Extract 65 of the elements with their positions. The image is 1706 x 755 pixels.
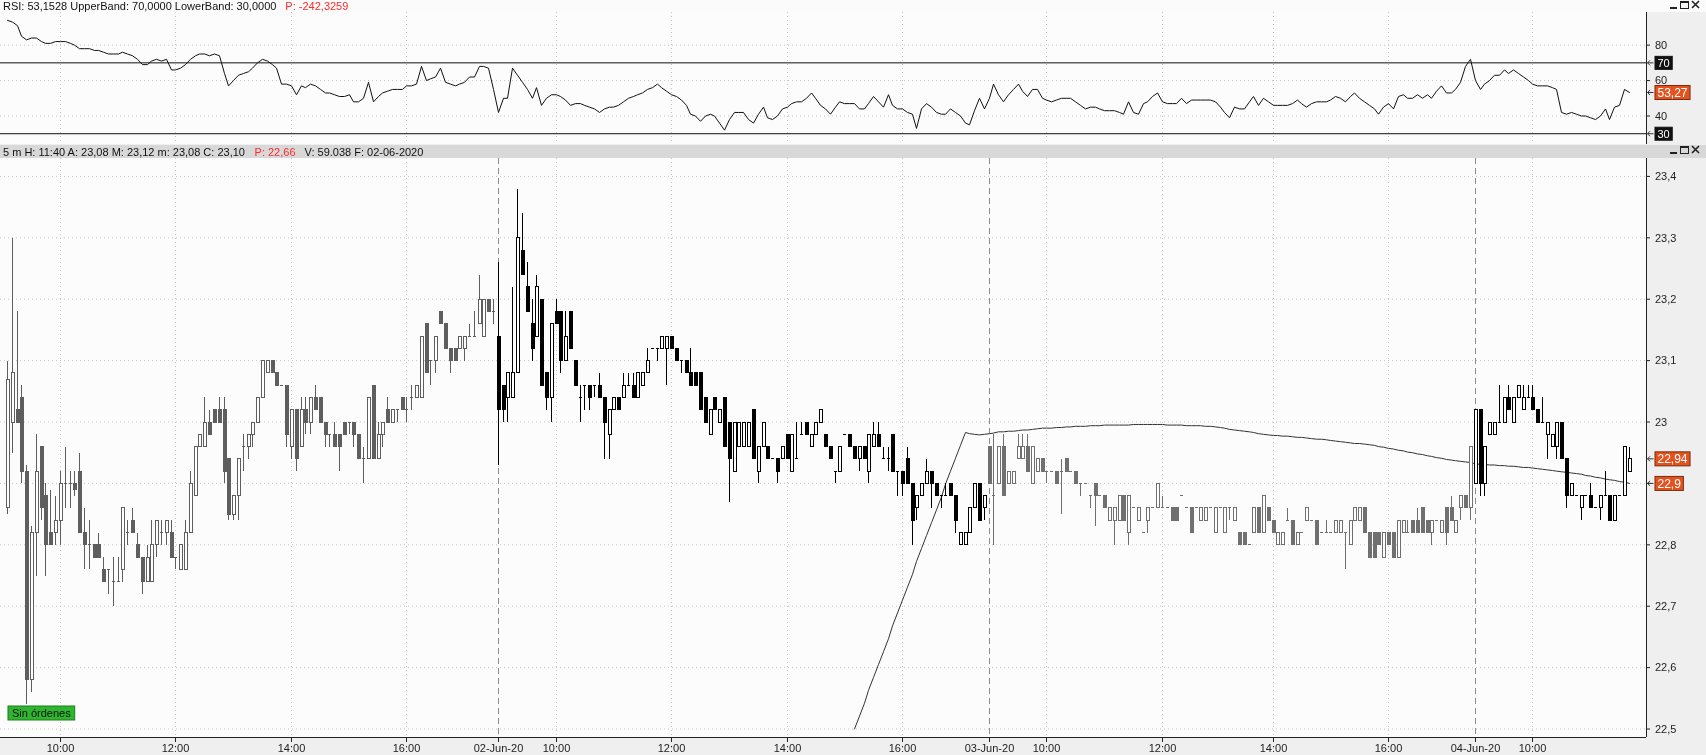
x-tick-label: 04-Jun-20: [1450, 742, 1501, 754]
annotation: Sin órdenes: [12, 706, 72, 719]
candlestick: [120, 507, 125, 583]
candlestick: [1016, 433, 1021, 460]
y-tick-label: 23,2: [1655, 293, 1677, 306]
x-tick-label: 16:00: [392, 742, 421, 754]
candlestick: [96, 532, 101, 558]
candlestick: [991, 433, 996, 546]
x-tick-label: 10:00: [46, 742, 75, 754]
y-tick-label: 22,5: [1655, 722, 1677, 735]
x-tick-label: 12:00: [161, 742, 190, 754]
x-tick-label: 16:00: [1374, 742, 1403, 754]
y-tick-label: 80: [1655, 38, 1668, 51]
candlestick: [68, 470, 73, 509]
x-tick-label: 12:00: [1148, 742, 1177, 754]
chart-subtitle: P: 22,66: [254, 145, 296, 158]
candlestick: [1189, 507, 1194, 534]
text: V: 59.038 F: 02-06-2020: [304, 145, 424, 158]
candlestick: [1145, 507, 1150, 534]
candlestick: [881, 446, 886, 460]
candlestick: [1304, 507, 1309, 521]
candlestick: [573, 360, 578, 386]
x-tick-label: 10:00: [1518, 742, 1547, 754]
candlestick: [1579, 495, 1584, 521]
chart-title: 5 m H: 11:40 A: 23,08 M: 23,12 m: 23,08 C: 23,10: [3, 145, 245, 158]
candlestick: [1232, 507, 1237, 521]
x-tick-label: 14:00: [1259, 742, 1288, 754]
x-tick-label: 16:00: [888, 742, 917, 754]
x-tick-label: 02-Jun-20: [473, 742, 524, 754]
y-tick-label: 60: [1655, 74, 1668, 87]
candlestick: [578, 384, 583, 423]
x-tick-label: 10:00: [1032, 742, 1061, 754]
y-tick-label: 23: [1655, 415, 1668, 428]
candlestick: [1222, 507, 1227, 534]
y-tick-label: 23,4: [1655, 170, 1677, 183]
candlestick: [587, 384, 592, 411]
y-tick-label: 22,8: [1655, 538, 1677, 551]
candlestick: [1093, 482, 1098, 527]
x-tick-label: 14:00: [773, 742, 802, 754]
candlestick: [1136, 507, 1141, 521]
x-tick-label: 14:00: [277, 742, 306, 754]
x-tick-label: 03-Jun-20: [964, 742, 1015, 754]
candlestick: [1314, 519, 1319, 546]
candlestick: [1155, 482, 1160, 509]
x-tick-label: 10:00: [542, 742, 571, 754]
chart-subtitle: P: -242,3259: [285, 0, 349, 12]
candlestick: [1324, 519, 1329, 534]
x-tick-label: 12:00: [657, 742, 686, 754]
candlestick: [404, 396, 409, 423]
candlestick: [1213, 507, 1218, 534]
line-series: [854, 423, 1630, 730]
candlestick: [1174, 507, 1179, 521]
y-tick-label: 22,6: [1655, 661, 1677, 674]
candlestick: [1170, 507, 1175, 521]
y-tick-label: 23,1: [1655, 354, 1677, 367]
candlestick: [525, 261, 530, 312]
candlestick: [472, 311, 477, 337]
candlestick: [111, 556, 116, 607]
candlestick: [631, 372, 636, 398]
candlestick: [1588, 482, 1593, 509]
chart-title: RSI: 53,1528 UpperBand: 70,0000 LowerBand: 30,0000: [3, 0, 277, 12]
y-tick-label: 22,7: [1655, 600, 1677, 613]
candlestick: [1429, 519, 1434, 546]
y-tick-label: 23,3: [1655, 231, 1677, 244]
y-tick-label: 40: [1655, 109, 1668, 122]
